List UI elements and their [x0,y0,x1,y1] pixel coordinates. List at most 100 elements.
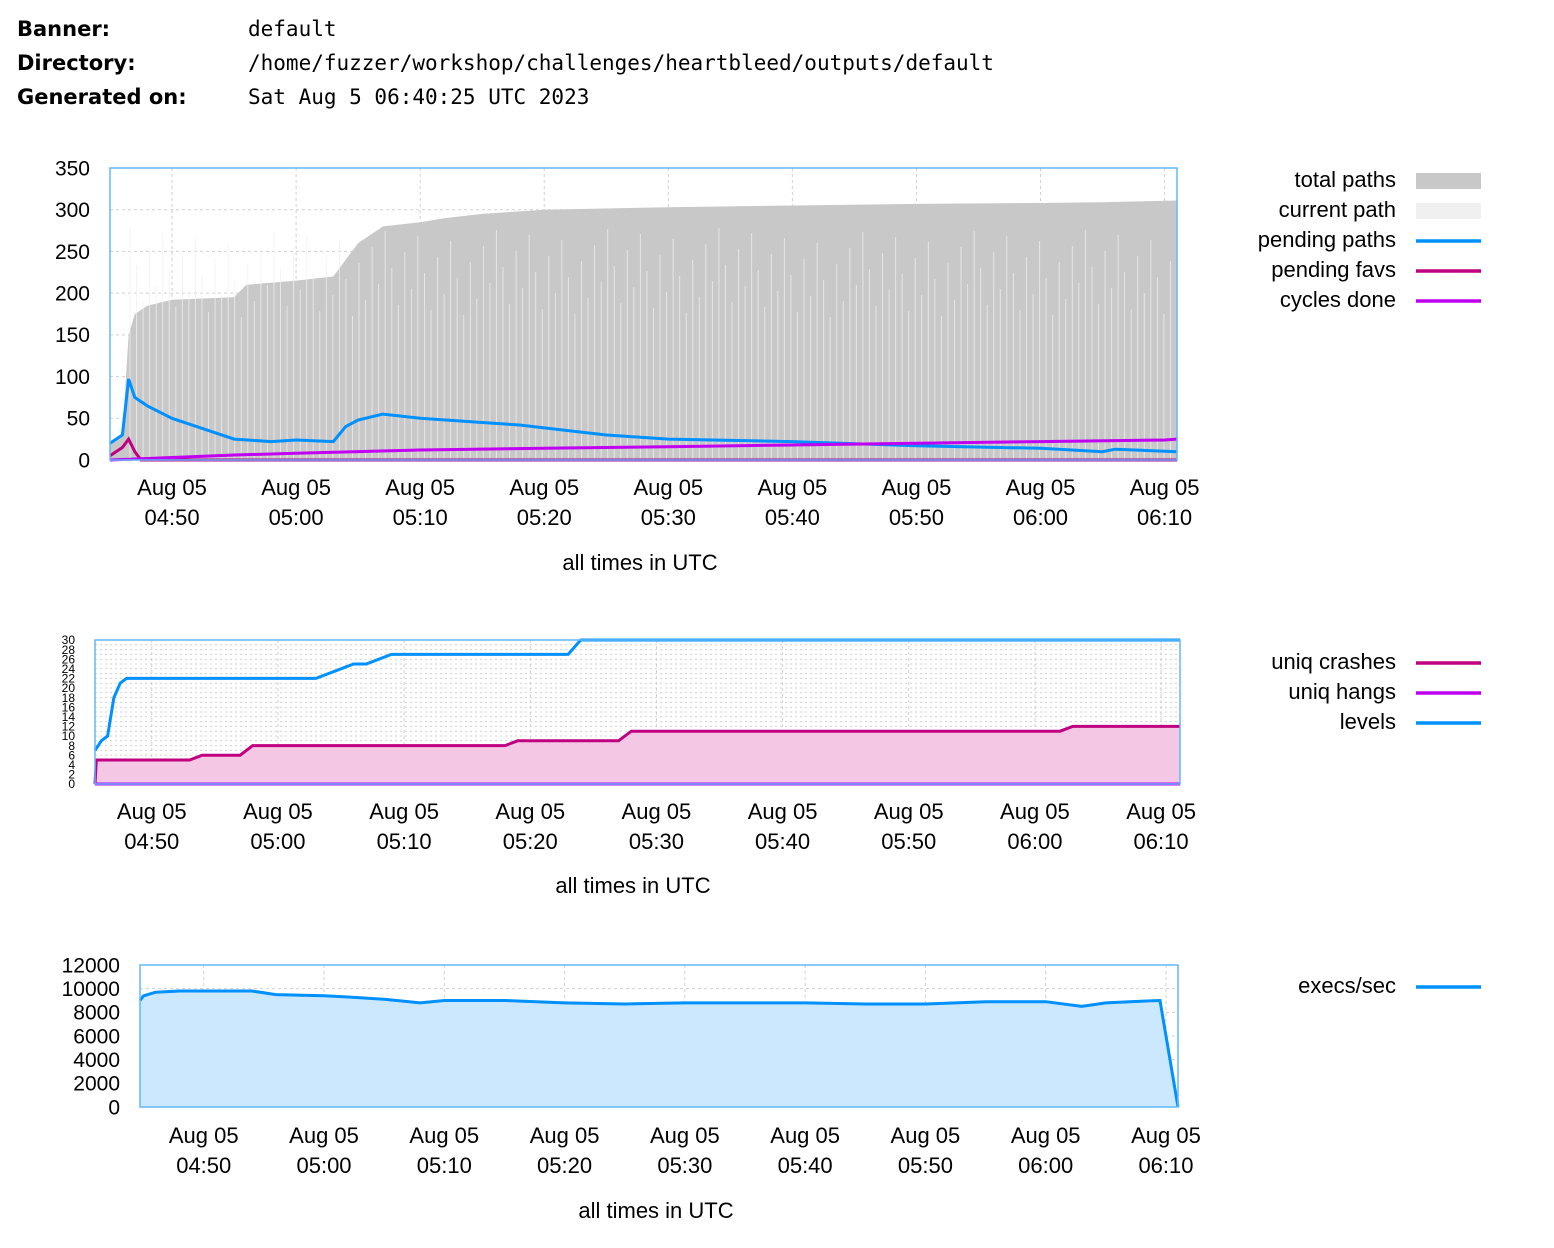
x-tick-label: 05:20 [503,829,558,854]
x-tick-label: Aug 05 [758,475,828,500]
x-tick-label: 05:30 [641,505,696,530]
x-tick-label: Aug 05 [409,1123,479,1148]
x-tick-label: 06:00 [1013,505,1068,530]
x-tick-label: Aug 05 [117,799,187,824]
x-tick-label: 04:50 [145,505,200,530]
x-tick-label: 05:30 [657,1153,712,1178]
x-tick-label: 06:10 [1138,1153,1193,1178]
x-tick-label: Aug 05 [530,1123,600,1148]
y-tick-label: 26 [62,652,76,666]
generated-row: Generated on: Sat Aug 5 06:40:25 UTC 2023 [17,80,994,114]
x-tick-label: Aug 05 [882,475,952,500]
x-tick-label: 05:40 [778,1153,833,1178]
x-tick-label: 05:20 [537,1153,592,1178]
x-tick-label: Aug 05 [1006,475,1076,500]
x-tick-label: 05:00 [269,505,324,530]
y-tick-label: 12 [62,720,76,734]
y-tick-label: 8000 [73,1002,120,1025]
y-tick-label: 200 [55,282,90,305]
x-axis-label: all times in UTC [555,873,710,898]
y-tick-label: 100 [55,366,90,389]
info-header: Banner: default Directory: /home/fuzzer/wo… [17,12,994,114]
x-axis-label: all times in UTC [562,550,717,575]
y-tick-label: 50 [67,408,90,431]
series-pending-paths-line [109,378,1178,454]
x-tick-label: 05:50 [889,505,944,530]
x-tick-label: 06:00 [1007,829,1062,854]
x-tick-label: Aug 05 [650,1123,720,1148]
generated-value: Sat Aug 5 06:40:25 UTC 2023 [248,85,590,109]
series-uniq-crashes-line [93,724,1180,785]
generated-label: Generated on: [17,85,187,109]
y-tick-label: 0 [108,1096,120,1119]
y-tick-label: 10000 [62,978,120,1001]
paths-chart: 0 50 100 150 200 250 300 350 Aug 05 04:50 Aug 05 05… [55,157,1481,575]
y-tick-label: 16 [62,700,76,714]
series-cycles-done-line [109,437,1178,462]
x-tick-label: Aug 05 [369,799,439,824]
x-tick-label: 05:00 [296,1153,351,1178]
legend-label: cycles done [1280,287,1396,312]
y-tick-label: 22 [62,672,76,686]
x-tick-label: Aug 05 [874,799,944,824]
execs-plot-border [139,964,1179,1108]
x-tick-label: 05:00 [250,829,305,854]
y-tick-label: 300 [55,199,90,222]
x-tick-label: Aug 05 [169,1123,239,1148]
y-tick-label: 8 [68,739,75,753]
legend-label: pending favs [1271,257,1396,282]
x-tick-label: Aug 05 [243,799,313,824]
y-tick-label: 28 [62,643,76,657]
x-tick-label: 04:50 [124,829,179,854]
x-tick-label: Aug 05 [748,799,818,824]
x-tick-label: Aug 05 [622,799,692,824]
execs-plot [138,989,1180,1108]
x-tick-label: Aug 05 [289,1123,359,1148]
y-tick-label: 2 [68,768,75,782]
x-tick-label: 06:10 [1134,829,1189,854]
y-tick-label: 12000 [62,954,120,977]
x-tick-label: 06:10 [1137,505,1192,530]
x-tick-label: Aug 05 [495,799,565,824]
y-tick-label: 6 [68,748,75,762]
directory-value: /home/fuzzer/workshop/challenges/heartbl… [248,51,994,75]
crashes-plot-border [94,639,1181,785]
directory-row: Directory: /home/fuzzer/workshop/challeng… [17,46,994,80]
x-tick-label: 05:30 [629,829,684,854]
y-tick-label: 250 [55,241,90,264]
paths-plot-border [109,167,1178,461]
y-tick-label: 2000 [73,1073,120,1096]
legend-label: uniq hangs [1288,679,1396,704]
x-tick-label: Aug 05 [1126,799,1196,824]
x-tick-label: Aug 05 [1011,1123,1081,1148]
legend-label: levels [1340,709,1396,734]
banner-label: Banner: [17,17,111,41]
y-tick-label: 0 [78,449,90,472]
series-execs-sec-line [138,989,1180,1108]
y-tick-label: 18 [62,691,76,705]
legend-label: current path [1279,197,1396,222]
series-total-paths-area [110,200,1177,460]
x-tick-label: 05:40 [765,505,820,530]
y-tick-label: 14 [62,710,76,724]
x-tick-label: Aug 05 [261,475,331,500]
legend-swatch [1416,203,1481,219]
x-tick-label: Aug 05 [633,475,703,500]
x-tick-label: 05:20 [517,505,572,530]
series-crashes-area [95,726,1180,784]
x-tick-label: 06:00 [1018,1153,1073,1178]
x-tick-label: 05:40 [755,829,810,854]
x-tick-label: Aug 05 [891,1123,961,1148]
series-execs-area [140,991,1178,1107]
y-tick-label: 150 [55,324,90,347]
y-tick-label: 20 [62,681,76,695]
legend-label: uniq crashes [1271,649,1396,674]
banner-row: Banner: default [17,12,994,46]
x-tick-label: Aug 05 [509,475,579,500]
legend-label: execs/sec [1298,973,1396,998]
y-tick-label: 10 [62,729,76,743]
y-tick-label: 30 [62,633,76,647]
x-tick-label: Aug 05 [1130,475,1200,500]
